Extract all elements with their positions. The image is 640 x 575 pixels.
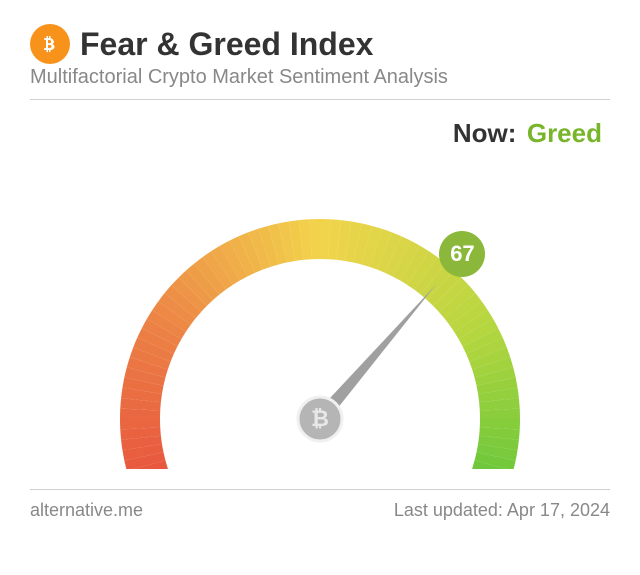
bitcoin-icon — [30, 24, 70, 64]
value-number: 67 — [450, 241, 474, 267]
header: Fear & Greed Index Multifactorial Crypto… — [30, 24, 610, 100]
status-row: Now: Greed — [30, 118, 610, 149]
updated-text: Last updated: Apr 17, 2024 — [394, 500, 610, 521]
gauge-chart: ₿ 67 — [90, 159, 550, 469]
svg-text:₿: ₿ — [311, 406, 329, 431]
status-label: Now: — [453, 118, 517, 148]
status-value: Greed — [527, 118, 602, 148]
footer: alternative.me Last updated: Apr 17, 202… — [30, 489, 610, 521]
title-row: Fear & Greed Index — [30, 24, 610, 64]
page-title: Fear & Greed Index — [80, 26, 373, 63]
page-subtitle: Multifactorial Crypto Market Sentiment A… — [30, 66, 610, 89]
source-label: alternative.me — [30, 500, 143, 521]
gauge-svg: ₿ — [90, 159, 550, 469]
